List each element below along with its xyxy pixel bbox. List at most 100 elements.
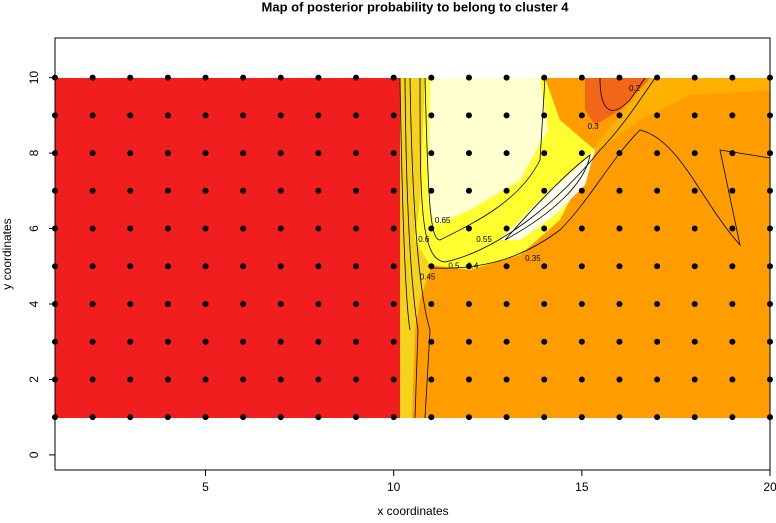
grid-point <box>654 263 661 270</box>
contour-label: 0.5 <box>448 261 460 270</box>
grid-point <box>390 338 397 345</box>
grid-point <box>465 150 472 157</box>
grid-point <box>729 225 736 232</box>
grid-point <box>578 225 585 232</box>
grid-point <box>127 112 134 119</box>
grid-point <box>353 187 360 194</box>
x-tick-label: 5 <box>202 480 209 494</box>
grid-point <box>277 187 284 194</box>
grid-point <box>202 300 209 307</box>
grid-point <box>127 225 134 232</box>
grid-point <box>127 414 134 421</box>
grid-point <box>89 150 96 157</box>
region <box>55 78 400 418</box>
grid-point <box>729 74 736 81</box>
grid-point <box>164 414 171 421</box>
y-tick-label: 2 <box>27 376 41 383</box>
grid-point <box>390 414 397 421</box>
grid-point <box>654 376 661 383</box>
grid-point <box>52 74 58 81</box>
grid-point <box>578 187 585 194</box>
grid-point <box>353 338 360 345</box>
grid-point <box>89 414 96 421</box>
grid-point <box>691 187 698 194</box>
grid-point <box>89 225 96 232</box>
region <box>585 78 650 125</box>
region <box>520 78 770 250</box>
grid-point <box>353 300 360 307</box>
grid-point <box>541 300 548 307</box>
grid-point <box>654 338 661 345</box>
grid-point <box>127 74 134 81</box>
grid-point <box>164 225 171 232</box>
grid-point <box>277 225 284 232</box>
grid-point <box>164 150 171 157</box>
grid-point <box>89 376 96 383</box>
grid-point <box>277 300 284 307</box>
grid-point <box>390 74 397 81</box>
grid-point <box>240 376 247 383</box>
contour-label: 0.4 <box>467 261 479 270</box>
grid-point <box>729 112 736 119</box>
grid-point <box>52 263 58 270</box>
grid-point <box>202 74 209 81</box>
grid-point <box>767 225 773 232</box>
grid-point <box>465 187 472 194</box>
grid-point <box>729 263 736 270</box>
grid-point <box>52 225 58 232</box>
heatmap <box>55 77 771 419</box>
grid-point <box>428 376 435 383</box>
grid-point <box>127 376 134 383</box>
grid-point <box>767 376 773 383</box>
grid-point <box>729 338 736 345</box>
grid-point <box>315 74 322 81</box>
grid-point <box>390 376 397 383</box>
grid-point <box>277 338 284 345</box>
grid-point <box>578 338 585 345</box>
grid-point <box>202 225 209 232</box>
grid-point <box>616 225 623 232</box>
grid-point <box>541 376 548 383</box>
y-tick-label: 8 <box>27 149 41 156</box>
grid-point <box>767 112 773 119</box>
contour-label: 0.65 <box>435 216 451 225</box>
grid-point <box>541 225 548 232</box>
grid-point <box>315 338 322 345</box>
contour-label: 0.55 <box>476 235 492 244</box>
grid-point <box>616 338 623 345</box>
grid-point <box>654 300 661 307</box>
grid-point <box>503 225 510 232</box>
grid-point <box>240 263 247 270</box>
grid-point <box>465 112 472 119</box>
grid-point <box>767 300 773 307</box>
grid-point <box>164 112 171 119</box>
grid-point <box>729 300 736 307</box>
grid-point <box>541 263 548 270</box>
grid-point <box>691 112 698 119</box>
grid-point <box>465 376 472 383</box>
grid-point <box>127 263 134 270</box>
grid-point <box>428 112 435 119</box>
grid-point <box>315 225 322 232</box>
grid-point <box>691 300 698 307</box>
grid-point <box>729 150 736 157</box>
grid-point <box>503 150 510 157</box>
grid-point <box>240 150 247 157</box>
x-tick-label: 15 <box>575 480 589 494</box>
y-axis-label: y coordinates <box>0 218 14 289</box>
grid-point <box>202 376 209 383</box>
grid-point <box>428 338 435 345</box>
grid-point <box>578 150 585 157</box>
grid-point <box>503 338 510 345</box>
grid-point <box>390 112 397 119</box>
grid-point <box>616 187 623 194</box>
grid-point <box>52 112 58 119</box>
grid-point <box>202 187 209 194</box>
grid-point <box>202 338 209 345</box>
y-tick-label: 4 <box>27 300 41 307</box>
grid-point <box>315 263 322 270</box>
grid-point <box>353 74 360 81</box>
grid-point <box>428 74 435 81</box>
grid-point <box>277 74 284 81</box>
